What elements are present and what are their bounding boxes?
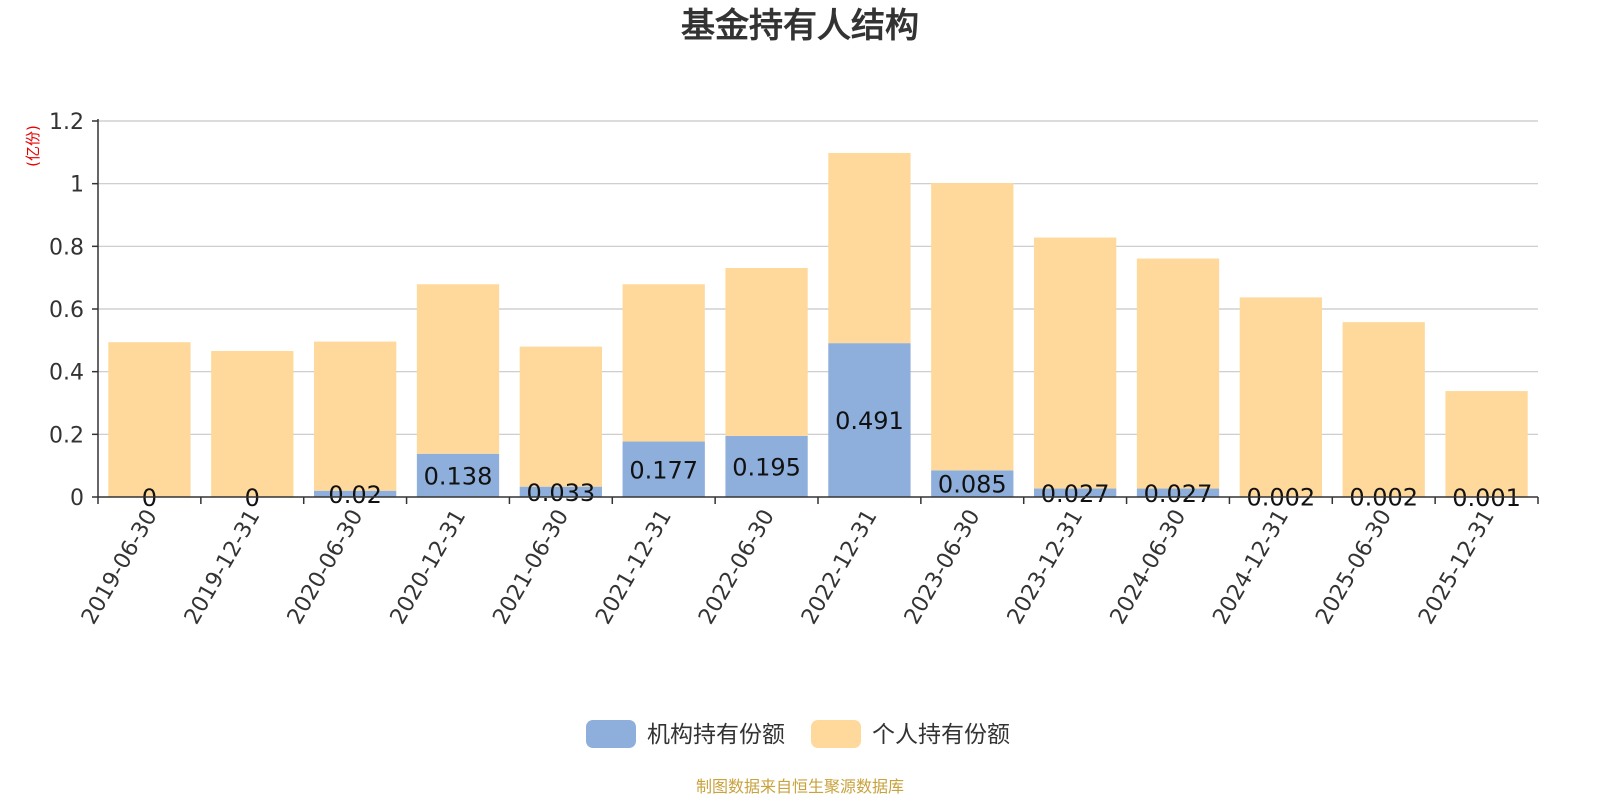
legend-label: 机构持有份额 <box>647 722 785 748</box>
y-tick-label: 0.2 <box>49 423 84 448</box>
data-label: 0.033 <box>526 479 595 507</box>
bar-institutional <box>1034 488 1117 497</box>
data-label: 0 <box>142 484 157 512</box>
x-tick-label: 2020-06-30 <box>283 506 369 629</box>
y-tick-label: 1 <box>70 173 84 198</box>
data-label: 0 <box>245 484 260 512</box>
bar-institutional <box>725 435 808 497</box>
bars <box>108 152 1528 497</box>
x-tick-label: 2022-12-31 <box>797 506 883 629</box>
y-axis-unit: (亿份) <box>24 125 42 167</box>
bar-individual <box>108 342 191 497</box>
y-tick-label: 0 <box>70 486 84 511</box>
bar-institutional <box>828 343 911 497</box>
bar-individual <box>622 284 705 442</box>
data-label: 0.491 <box>835 407 904 435</box>
x-tick-label: 2025-06-30 <box>1311 506 1397 629</box>
x-tick-label: 2023-12-31 <box>1003 506 1089 629</box>
data-label: 0.027 <box>1144 480 1213 508</box>
bar-individual <box>1136 258 1220 489</box>
bar-institutional <box>622 441 705 497</box>
x-tick-label: 2019-12-31 <box>180 506 266 629</box>
x-tick-label: 2021-12-31 <box>591 506 677 629</box>
x-tick-label: 2024-12-31 <box>1208 506 1294 629</box>
x-tick-label: 2022-06-30 <box>694 506 780 629</box>
x-tick-label: 2025-12-31 <box>1414 506 1500 629</box>
x-tick-label: 2024-06-30 <box>1106 506 1192 629</box>
bar-individual <box>416 284 500 454</box>
data-label: 0.138 <box>424 462 493 490</box>
y-tick-label: 1.2 <box>49 110 84 135</box>
x-tick-label: 2020-12-31 <box>386 506 472 629</box>
y-tick-label: 0.4 <box>49 361 84 386</box>
y-tick-label: 0.6 <box>49 298 84 323</box>
legend-label: 个人持有份额 <box>872 722 1010 748</box>
bar-individual <box>519 346 602 487</box>
bar-individual <box>1342 322 1425 497</box>
bar-institutional <box>1136 488 1220 497</box>
legend: 机构持有份额 个人持有份额 <box>586 720 1010 748</box>
data-label: 0.001 <box>1452 484 1521 512</box>
data-label: 0.177 <box>629 456 698 484</box>
bar-institutional <box>519 486 602 497</box>
bar-individual <box>1239 297 1322 497</box>
x-tick-label: 2023-06-30 <box>900 506 986 629</box>
source-note: 制图数据来自恒生聚源数据库 <box>696 777 904 796</box>
bar-individual <box>211 350 294 497</box>
data-label: 0.085 <box>938 471 1007 499</box>
bar-institutional <box>314 490 397 497</box>
bar-institutional <box>416 453 500 497</box>
bar-individual <box>725 267 808 436</box>
x-tick-label: 2021-06-30 <box>488 506 574 629</box>
legend-swatch <box>586 720 636 748</box>
data-label: 0.02 <box>328 481 381 509</box>
bar-individual <box>1034 237 1117 489</box>
bar-individual <box>1445 391 1528 497</box>
bar-individual <box>931 183 1014 471</box>
data-labels: 0 0 0.02 0.138 0.033 0.177 0.195 0.491 0.085 0.02… <box>142 407 1521 512</box>
x-tick-label: 2019-06-30 <box>77 506 163 629</box>
bar-individual <box>314 341 397 491</box>
bar-institutional <box>931 470 1014 497</box>
legend-swatch <box>811 720 861 748</box>
data-label: 0.195 <box>732 453 801 481</box>
data-label: 0.027 <box>1041 480 1110 508</box>
y-tick-label: 0.8 <box>49 235 84 260</box>
bar-individual <box>828 152 911 344</box>
chart-title: 基金持有人结构 <box>681 6 919 46</box>
